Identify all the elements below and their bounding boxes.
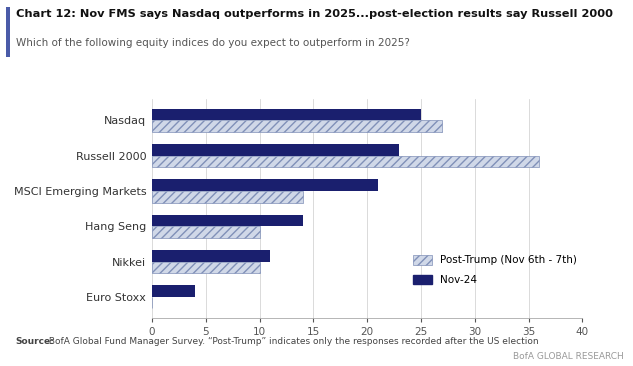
Bar: [152, 226, 260, 238]
Text: Which of the following equity indices do you expect to outperform in 2025?: Which of the following equity indices do…: [16, 38, 410, 48]
Bar: [152, 214, 303, 226]
Bar: [152, 262, 260, 273]
Text: Chart 12: Nov FMS says Nasdaq outperforms in 2025...post-election results say Ru: Chart 12: Nov FMS says Nasdaq outperform…: [16, 9, 613, 19]
Text: BofA Global Fund Manager Survey. “Post-Trump” indicates only the responses recor: BofA Global Fund Manager Survey. “Post-T…: [46, 337, 538, 346]
Bar: [152, 120, 442, 132]
Bar: [152, 156, 539, 167]
Bar: [152, 285, 195, 297]
Text: Source:: Source:: [16, 337, 54, 346]
Bar: [152, 144, 399, 156]
Legend: Post-Trump (Nov 6th - 7th), Nov-24: Post-Trump (Nov 6th - 7th), Nov-24: [413, 255, 577, 285]
Bar: [152, 191, 303, 203]
Text: BofA GLOBAL RESEARCH: BofA GLOBAL RESEARCH: [513, 351, 624, 361]
Bar: [152, 179, 378, 191]
Bar: [152, 109, 421, 120]
Bar: [152, 250, 270, 262]
